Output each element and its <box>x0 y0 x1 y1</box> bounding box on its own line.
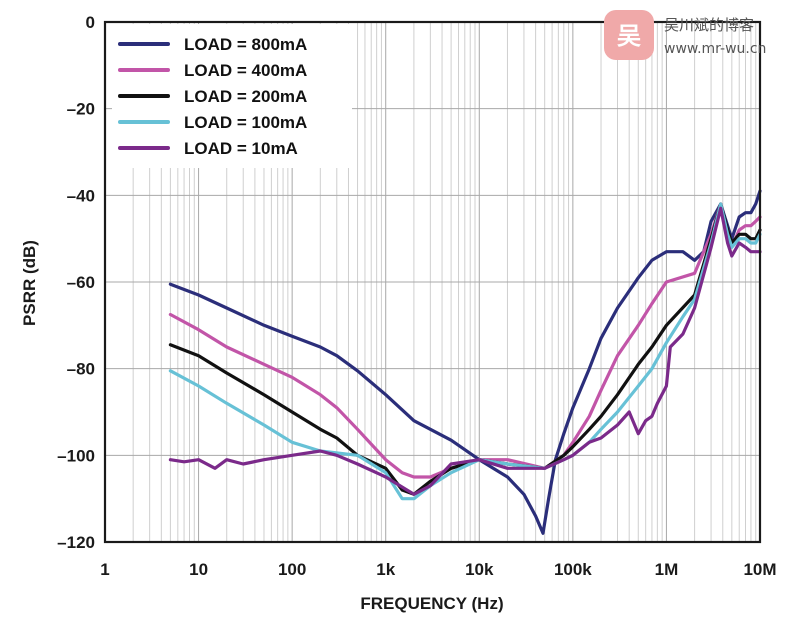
y-tick-label: –100 <box>57 446 95 465</box>
watermark-url: www.mr-wu.cn <box>664 41 766 57</box>
y-tick-label: –60 <box>67 273 95 292</box>
x-tick-label: 100k <box>554 560 592 579</box>
x-tick-label: 1M <box>655 560 679 579</box>
watermark-logo-glyph: 吴 <box>617 22 641 50</box>
y-tick-labels: 0 –20 –40 –60 –80 –100 –120 <box>57 13 95 552</box>
x-tick-label: 1 <box>100 560 109 579</box>
series-line-4 <box>168 206 762 496</box>
watermark-logo-icon <box>604 10 654 60</box>
y-tick-label: –120 <box>57 533 95 552</box>
legend: LOAD = 800mA LOAD = 400mA LOAD = 200mA LOAD… <box>118 35 307 158</box>
y-tick-label: –80 <box>67 360 95 379</box>
y-tick-label: –40 <box>67 186 95 205</box>
legend-label-0: LOAD = 800mA <box>184 35 307 54</box>
legend-label-3: LOAD = 100mA <box>184 113 307 132</box>
x-tick-label: 10M <box>743 560 776 579</box>
x-tick-label: 100 <box>278 560 306 579</box>
x-axis-label: FREQUENCY (Hz) <box>360 594 503 613</box>
y-tick-label: –20 <box>67 100 95 119</box>
legend-label-1: LOAD = 400mA <box>184 61 307 80</box>
series-lines <box>168 189 762 535</box>
legend-label-4: LOAD = 10mA <box>184 139 298 158</box>
x-tick-label: 10k <box>465 560 494 579</box>
plot-frame <box>103 20 762 544</box>
watermark: 吴 吴川斌的博客 www.mr-wu.cn <box>604 10 766 60</box>
x-tick-labels: 1 10 100 1k 10k 100k 1M 10M <box>100 560 776 579</box>
y-axis-label: PSRR (dB) <box>20 240 39 326</box>
legend-label-2: LOAD = 200mA <box>184 87 307 106</box>
x-tick-label: 10 <box>189 560 208 579</box>
x-tick-label: 1k <box>376 560 395 579</box>
y-tick-label: 0 <box>86 13 95 32</box>
watermark-title: 吴川斌的博客 <box>664 16 754 34</box>
